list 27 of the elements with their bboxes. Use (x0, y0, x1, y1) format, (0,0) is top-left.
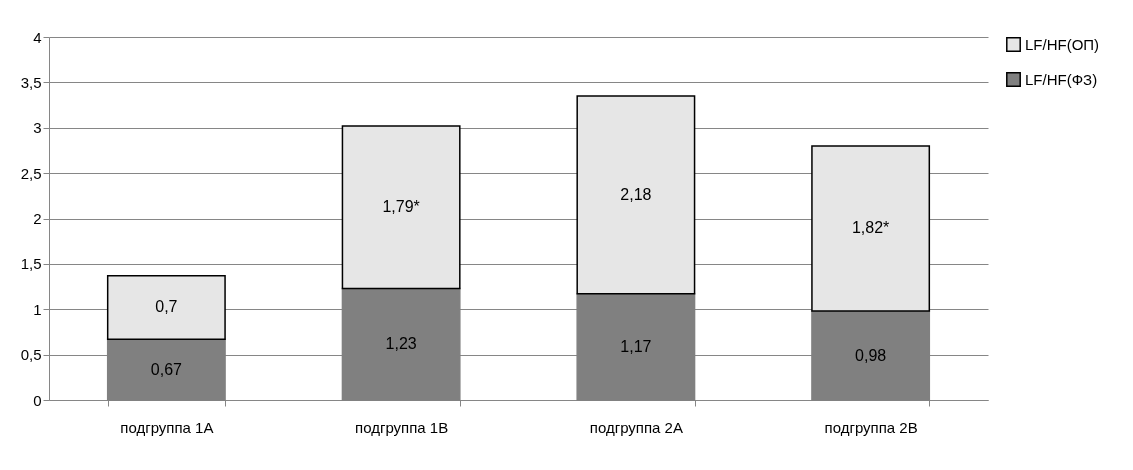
bar (576, 95, 696, 295)
data-label: 1,23 (385, 335, 417, 353)
y-tick-label: 0,5 (20, 346, 42, 364)
legend-label: LF/HF(ФЗ) (1025, 70, 1098, 88)
data-label: 0,7 (155, 298, 178, 316)
y-tick-label: 1 (33, 300, 42, 318)
bar (106, 274, 226, 340)
bar (341, 125, 461, 290)
y-tick-label: 0 (33, 391, 42, 409)
x-tick-label: подгруппа 2В (824, 418, 918, 436)
y-tick-label: 2 (33, 210, 42, 227)
bar (811, 145, 931, 312)
x-tick-label: подгруппа 1В (355, 418, 449, 436)
y-tick-label: 3 (33, 119, 42, 137)
data-label: 1,82* (851, 219, 890, 237)
legend-label: LF/HF(ОП) (1025, 35, 1100, 53)
data-label: 1,17 (620, 337, 652, 355)
data-label: 0,67 (150, 360, 183, 378)
y-tick-label: 3,5 (20, 73, 42, 91)
data-label: 0,98 (855, 346, 887, 364)
x-tick-label: подгруппа 1А (120, 418, 214, 436)
y-tick-label: 4 (33, 28, 42, 46)
data-label: 2,18 (620, 185, 652, 203)
y-tick-label: 1,5 (20, 255, 42, 273)
data-label: 1,79* (382, 198, 420, 216)
y-tick-label: 2,5 (20, 164, 42, 182)
x-tick-label: подгруппа 2А (589, 418, 683, 436)
